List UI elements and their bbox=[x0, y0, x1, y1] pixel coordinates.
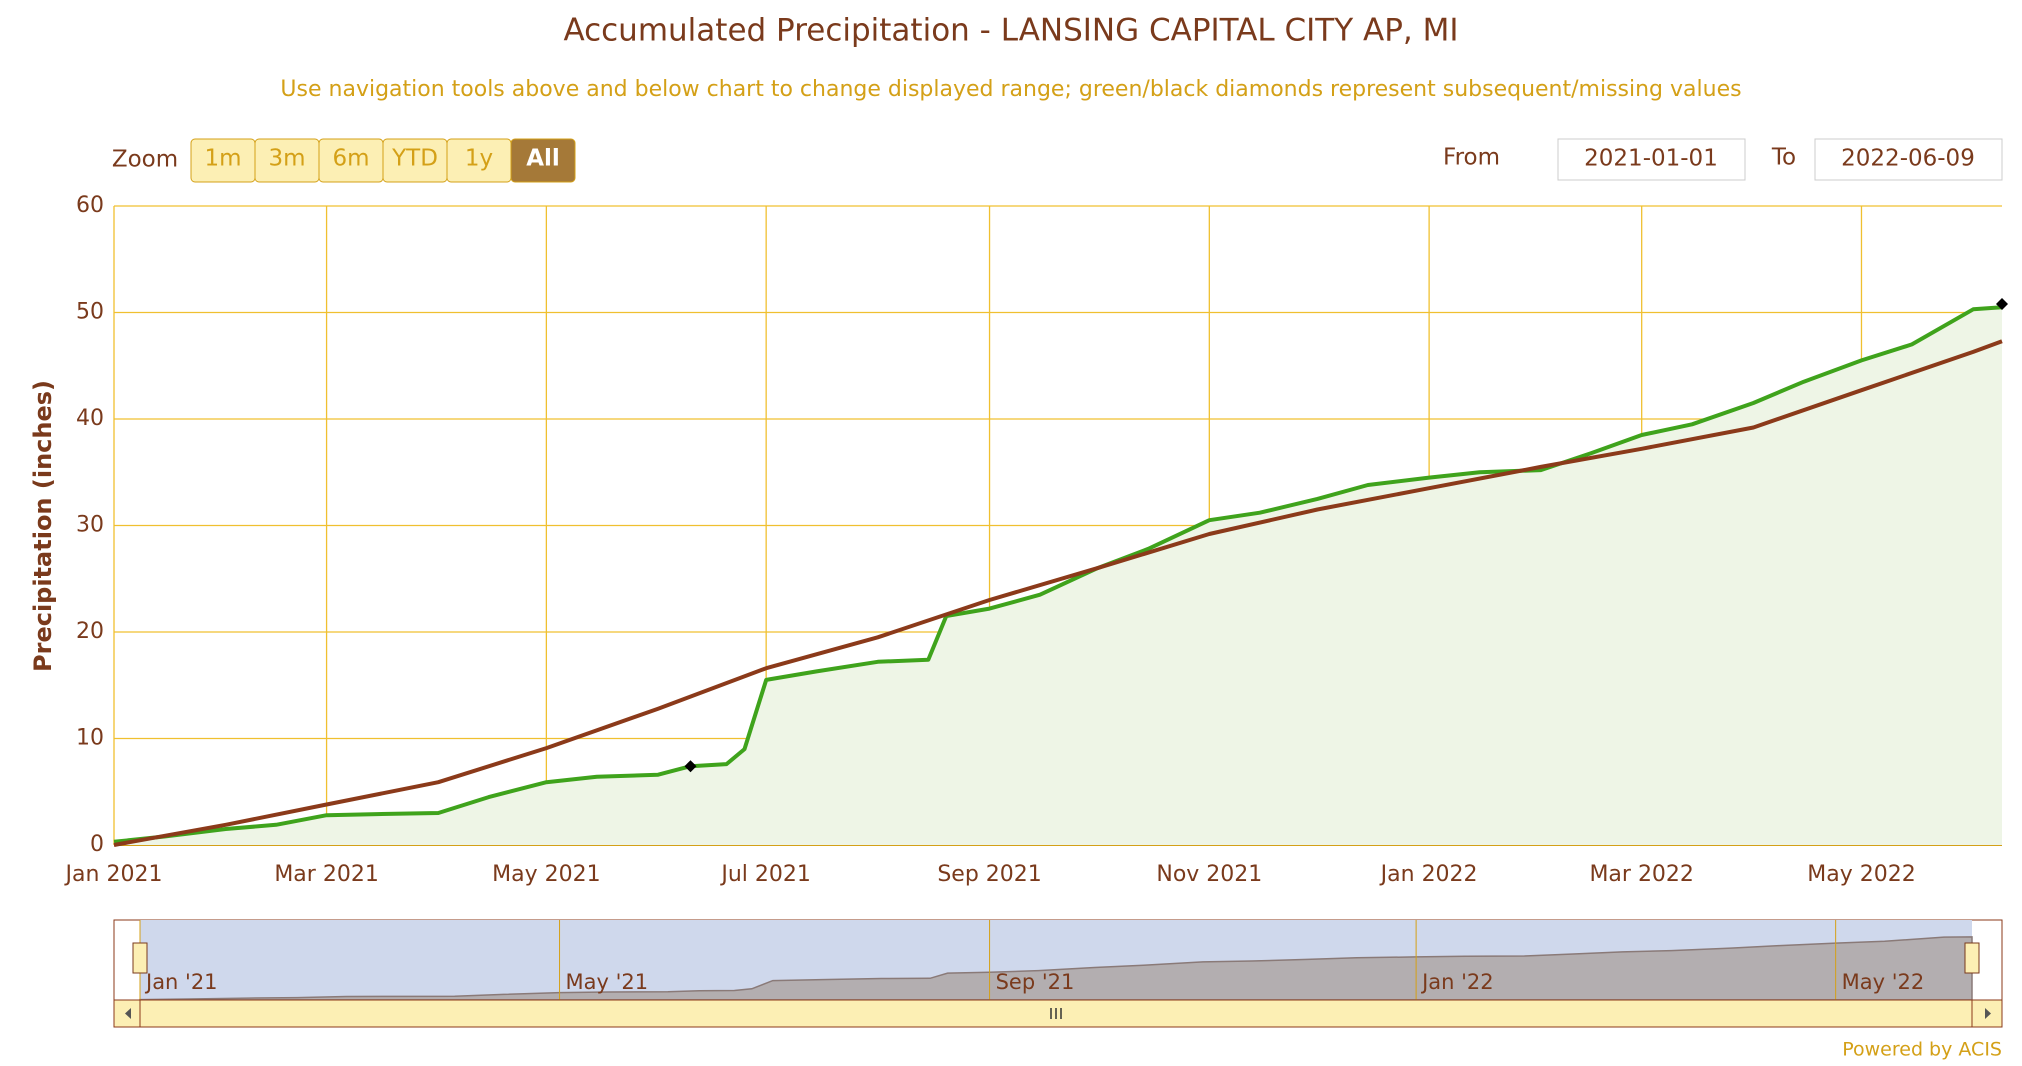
x-tick-label: Sep 2021 bbox=[937, 862, 1041, 887]
zoom-button[interactable] bbox=[510, 138, 576, 183]
zoom-button-label[interactable]: 3m bbox=[268, 146, 305, 172]
navigator-tick-label: Sep '21 bbox=[996, 970, 1075, 994]
y-axis-label: Precipitation (inches) bbox=[29, 380, 57, 672]
chart-title: Accumulated Precipitation - LANSING CAPI… bbox=[563, 13, 1458, 49]
y-tick-label: 30 bbox=[76, 513, 104, 538]
navigator-tick-label: Jan '22 bbox=[1420, 970, 1494, 994]
x-tick-label: Jan 2022 bbox=[1379, 862, 1478, 887]
x-tick-label: Nov 2021 bbox=[1156, 862, 1262, 887]
zoom-button-label[interactable]: All bbox=[526, 146, 560, 172]
area bbox=[114, 307, 2002, 845]
diamond-marker bbox=[684, 760, 697, 773]
y-tick-label: 20 bbox=[76, 619, 104, 644]
scroll-arrow-right[interactable] bbox=[1985, 1008, 1991, 1019]
from-label: From bbox=[1443, 145, 1500, 171]
x-tick-label: May 2022 bbox=[1807, 862, 1915, 887]
navigator-tick-label: Jan '21 bbox=[144, 970, 218, 994]
x-tick-label: Mar 2021 bbox=[274, 862, 379, 887]
diamond-marker bbox=[1996, 297, 2008, 310]
zoom-label: Zoom bbox=[112, 147, 178, 173]
navigator-tick-label: May '21 bbox=[566, 970, 649, 994]
scrollbar-grip bbox=[1050, 1008, 1062, 1019]
y-tick-label: 10 bbox=[76, 726, 104, 751]
navigator-area bbox=[139, 936, 1973, 1001]
y-tick-label: 0 bbox=[90, 832, 104, 857]
navigator-handle[interactable] bbox=[1964, 942, 1980, 974]
y-tick-label: 60 bbox=[76, 193, 104, 218]
y-tick-label: 40 bbox=[76, 406, 104, 431]
line bbox=[113, 305, 2003, 844]
navigator-tick-label: May '22 bbox=[1842, 970, 1925, 994]
x-tick-label: Jan 2021 bbox=[64, 862, 163, 887]
zoom-button-label[interactable]: 6m bbox=[332, 146, 369, 172]
scroll-arrow-left[interactable] bbox=[125, 1008, 131, 1019]
x-tick-label: Mar 2022 bbox=[1589, 862, 1694, 887]
chart-subtitle: Use navigation tools above and below cha… bbox=[280, 77, 1741, 102]
to-label: To bbox=[1771, 145, 1796, 171]
x-tick-label: May 2021 bbox=[492, 862, 600, 887]
from-value[interactable]: 2021-01-01 bbox=[1584, 146, 1718, 172]
zoom-button-label[interactable]: 1y bbox=[465, 146, 493, 172]
x-tick-label: Jul 2021 bbox=[719, 862, 811, 887]
navigator-handle[interactable] bbox=[132, 942, 148, 974]
y-tick-label: 50 bbox=[76, 300, 104, 325]
from-input[interactable] bbox=[1557, 138, 1746, 181]
to-value[interactable]: 2022-06-09 bbox=[1841, 146, 1975, 172]
credit: Powered by ACIS bbox=[1842, 1039, 2002, 1061]
line bbox=[113, 339, 2003, 847]
zoom-button-label[interactable]: YTD bbox=[391, 146, 438, 172]
to-input[interactable] bbox=[1814, 138, 2003, 181]
zoom-button-label[interactable]: 1m bbox=[204, 146, 241, 172]
